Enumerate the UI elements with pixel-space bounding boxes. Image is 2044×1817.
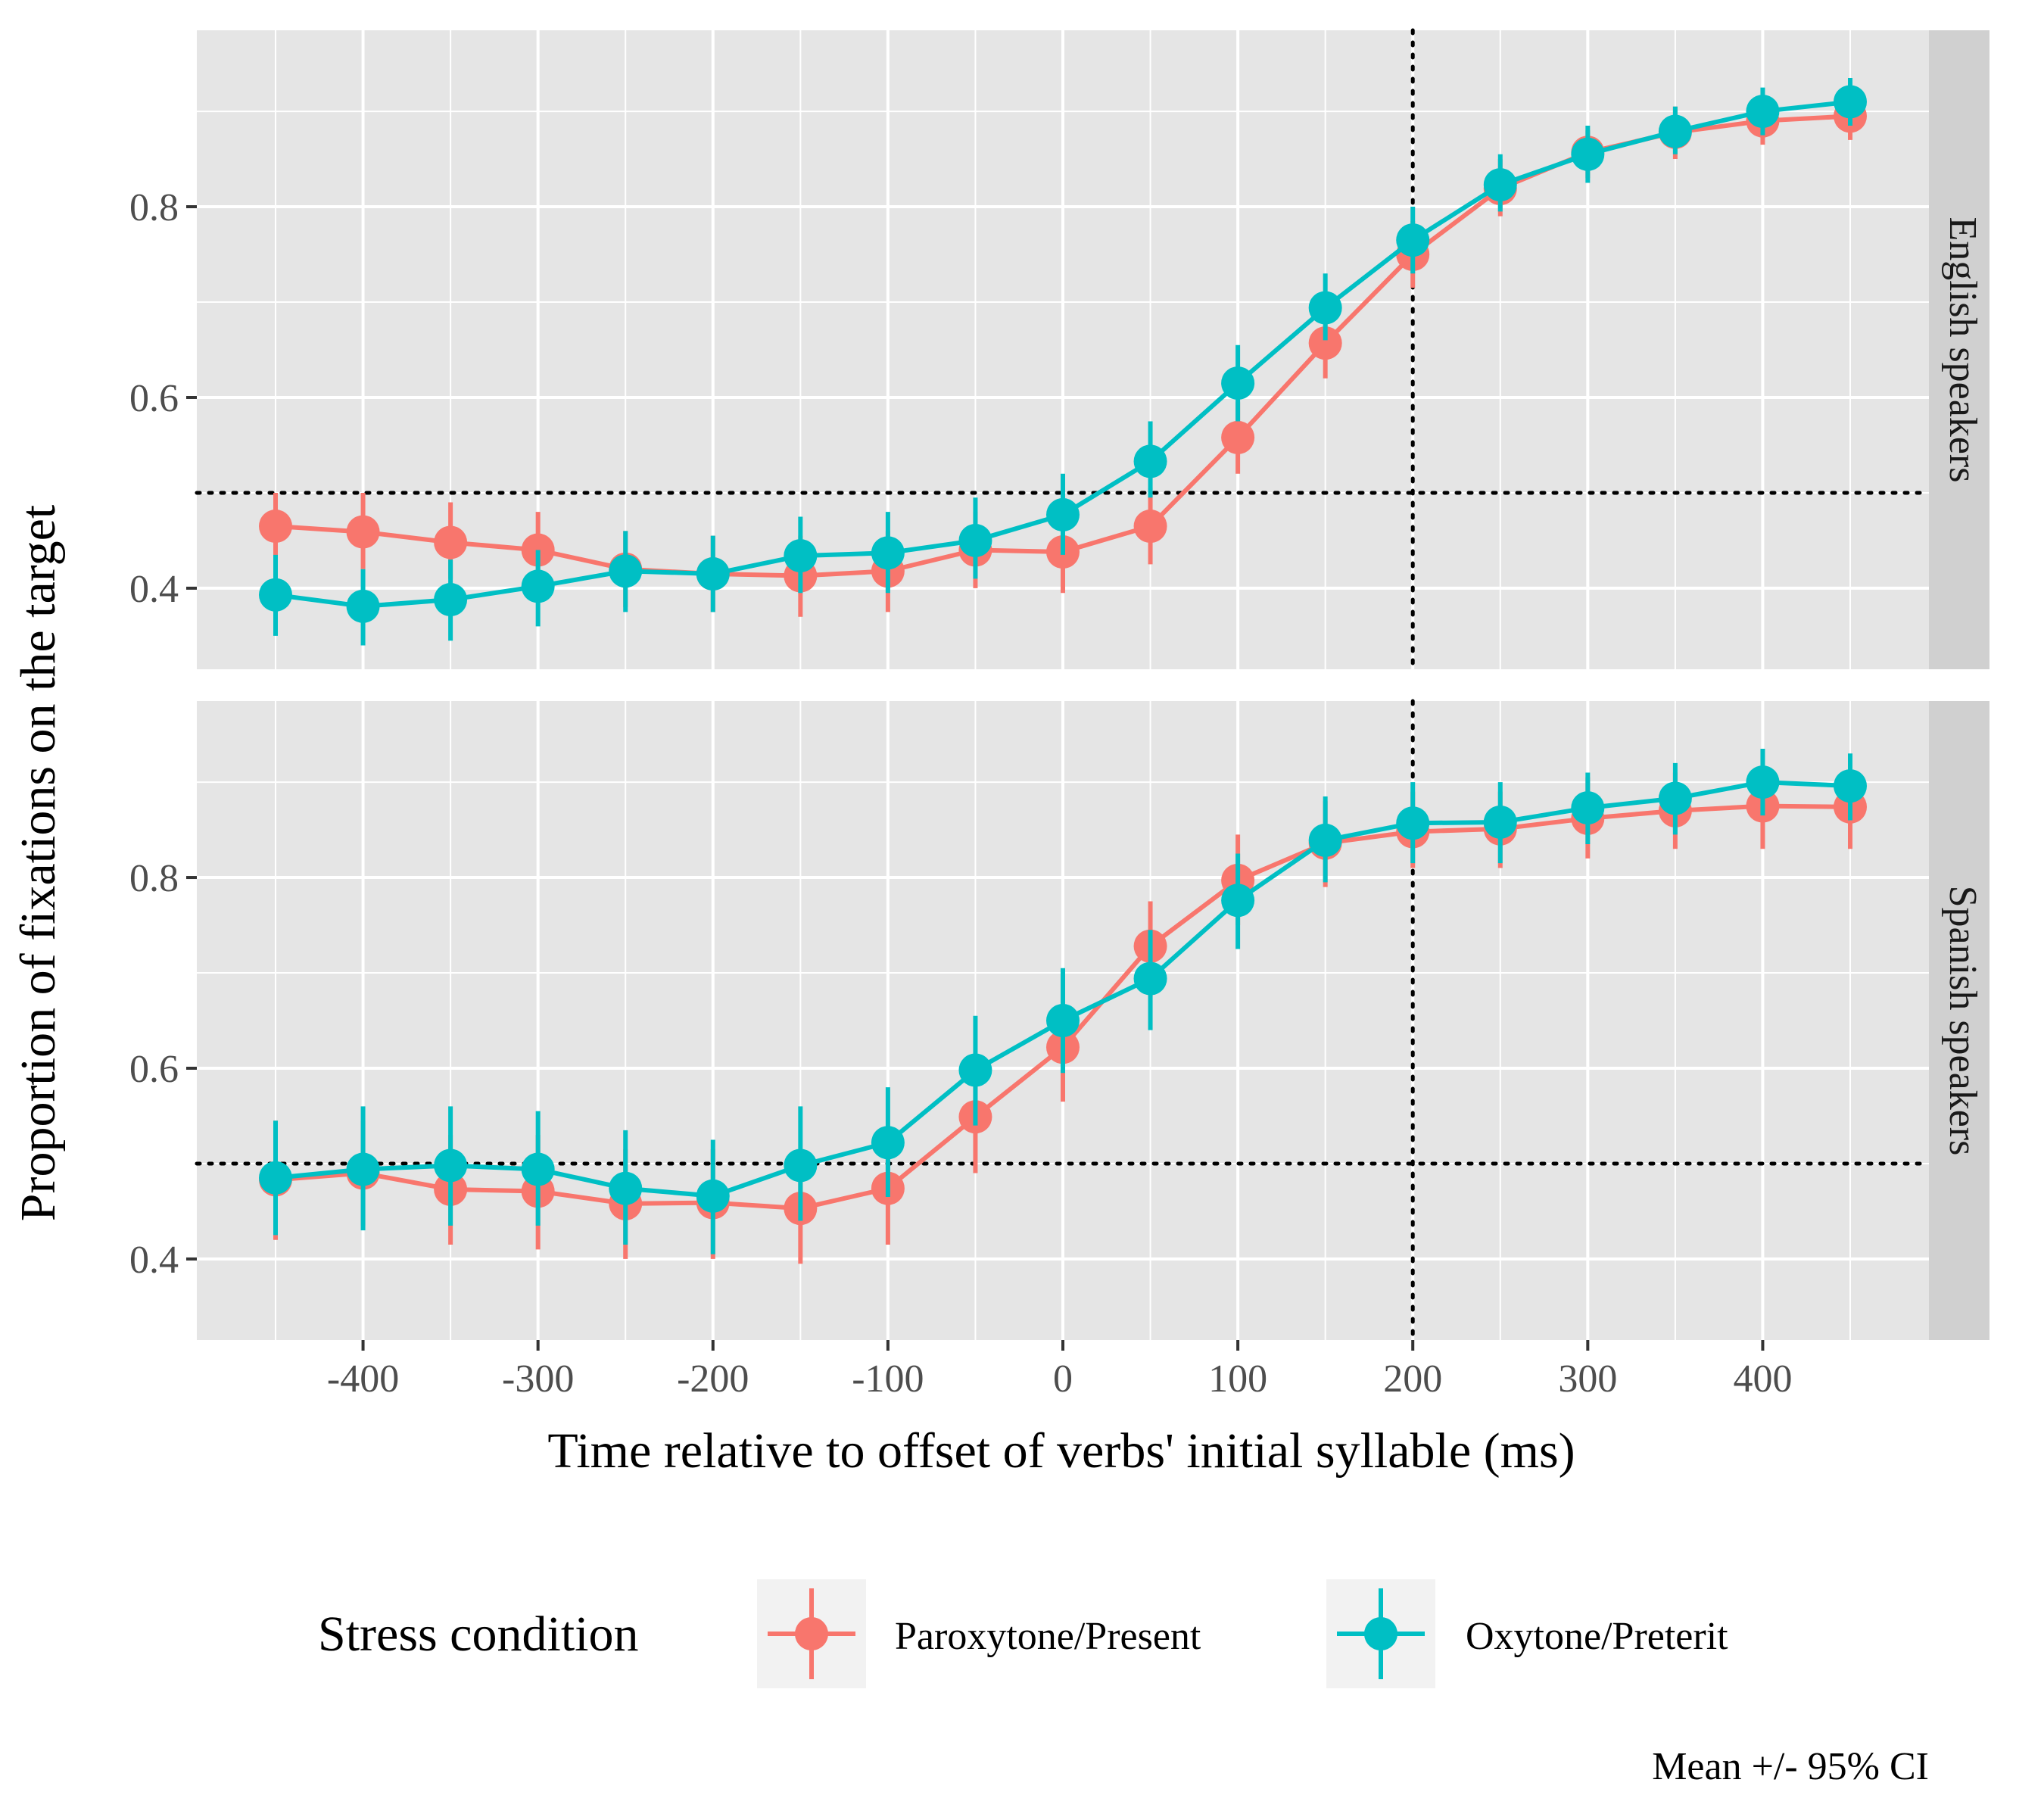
data-point (1133, 444, 1167, 478)
data-point (1658, 781, 1692, 815)
data-point (871, 1126, 905, 1160)
data-point (1308, 326, 1342, 360)
data-point (434, 1148, 468, 1183)
data-point (1046, 497, 1080, 531)
data-point (784, 539, 818, 573)
x-tick-label: 300 (1558, 1357, 1617, 1401)
data-point (784, 1148, 818, 1183)
data-point (696, 1179, 730, 1213)
data-point (1483, 805, 1517, 839)
legend-label-paroxytone: Paroxytone/Present (895, 1615, 1201, 1658)
series-oxytone (259, 748, 1867, 1254)
data-point (1746, 765, 1780, 799)
y-axis-title: Proportion of fixations on the target (11, 505, 66, 1221)
y-tick-label: 0.8 (129, 857, 179, 900)
legend-key-point (1364, 1617, 1397, 1650)
legend-key-point (795, 1617, 828, 1650)
data-point (1658, 114, 1692, 148)
legend: Stress condition Paroxytone/Present Oxyt… (318, 1579, 1728, 1688)
panel-english-speakers: 0.4 0.6 0.8 English speakers (129, 28, 1989, 672)
series-oxytone (259, 77, 1867, 646)
x-axis-title: Time relative to offset of verbs' initia… (547, 1423, 1575, 1479)
data-point (1133, 510, 1167, 544)
data-point (1396, 223, 1430, 257)
data-point (1834, 85, 1867, 119)
x-axis: -400 -300 -200 -100 0 100 200 300 400 (327, 1340, 1792, 1401)
facet-strip (1929, 701, 1989, 1340)
x-tick-label: 100 (1208, 1357, 1267, 1401)
data-point (259, 1161, 292, 1195)
data-point (1308, 823, 1342, 857)
legend-key-oxytone (1326, 1579, 1435, 1688)
legend-label-oxytone: Oxytone/Preterit (1466, 1615, 1728, 1658)
data-point (871, 536, 905, 570)
facet-strip (1929, 30, 1989, 669)
data-point (1308, 291, 1342, 325)
y-tick-label: 0.8 (129, 186, 179, 229)
panels: 0.4 0.6 0.8 English speakers 0.4 0.6 0.8 Spanis… (129, 28, 1989, 1342)
data-point (1396, 806, 1430, 840)
y-tick-label: 0.6 (129, 1048, 179, 1091)
x-tick-label: 400 (1733, 1357, 1792, 1401)
x-tick-label: -300 (502, 1357, 574, 1401)
x-tick-label: -400 (327, 1357, 399, 1401)
data-point (1483, 168, 1517, 202)
x-tick-label: 200 (1383, 1357, 1442, 1401)
legend-key-paroxytone (757, 1579, 866, 1688)
data-point (1133, 961, 1167, 996)
legend-keys (757, 1579, 1435, 1688)
data-point (1046, 1004, 1080, 1037)
panel-spanish-speakers: 0.4 0.6 0.8 Spanish speakers (129, 699, 1989, 1342)
data-point (346, 589, 380, 623)
data-point (521, 1152, 555, 1186)
x-tick-label: -200 (677, 1357, 749, 1401)
y-tick-label: 0.6 (129, 377, 179, 420)
data-point (346, 1152, 380, 1186)
data-point (609, 554, 643, 588)
data-point (521, 569, 555, 603)
data-point (1221, 366, 1255, 400)
data-point (958, 523, 992, 557)
data-point (259, 510, 292, 544)
y-tick-label: 0.4 (129, 1239, 179, 1282)
data-point (958, 1053, 992, 1087)
data-point (1571, 791, 1605, 825)
data-point (434, 525, 468, 559)
x-tick-label: 0 (1053, 1357, 1073, 1401)
data-point (696, 557, 730, 591)
data-point (1571, 137, 1605, 171)
data-point (609, 1171, 643, 1205)
data-point (259, 578, 292, 612)
facet-strip-label: English speakers (1941, 217, 1984, 483)
data-point (346, 515, 380, 549)
data-point (1834, 769, 1867, 803)
facet-strip-label: Spanish speakers (1941, 886, 1984, 1156)
legend-title: Stress condition (318, 1607, 639, 1662)
data-point (1221, 420, 1255, 454)
data-point (1221, 884, 1255, 918)
caption: Mean +/- 95% CI (1652, 1745, 1929, 1788)
data-point (434, 583, 468, 617)
y-tick-label: 0.4 (129, 568, 179, 611)
x-tick-label: -100 (852, 1357, 924, 1401)
data-point (1746, 95, 1780, 129)
